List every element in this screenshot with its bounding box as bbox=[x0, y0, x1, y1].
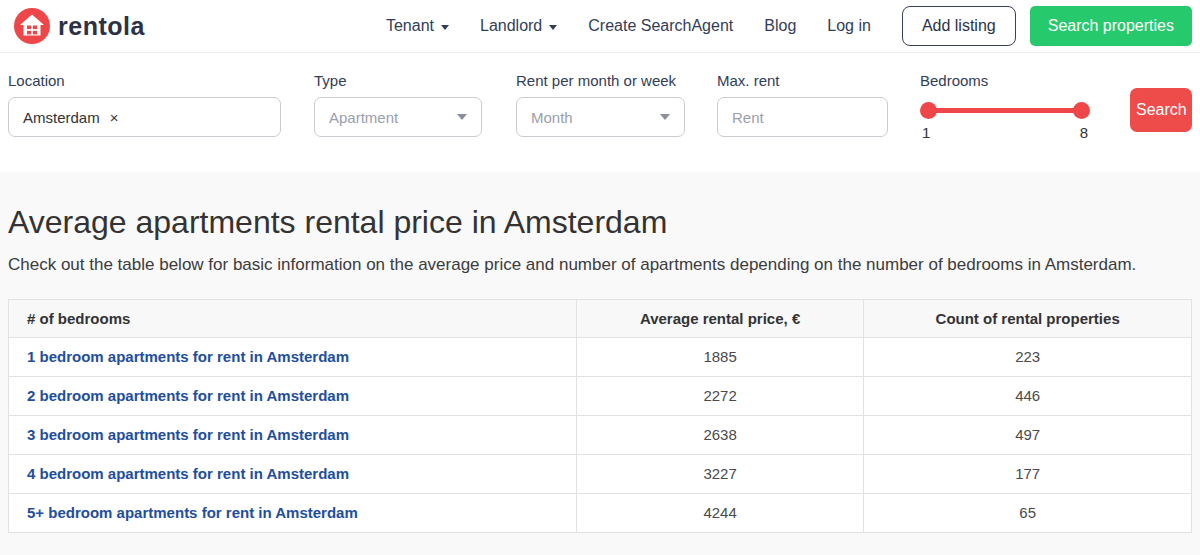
bedrooms-max-value: 8 bbox=[1080, 124, 1088, 141]
bedrooms-link-1[interactable]: 1 bedroom apartments for rent in Amsterd… bbox=[27, 348, 349, 365]
slider-handle-min[interactable] bbox=[920, 102, 937, 119]
filter-location: Location Amsterdam × bbox=[8, 73, 281, 137]
avg-price-value: 2638 bbox=[576, 415, 863, 454]
bedrooms-link-2[interactable]: 2 bedroom apartments for rent in Amsterd… bbox=[27, 387, 349, 404]
slider-track bbox=[922, 108, 1088, 113]
nav-item-landlord[interactable]: Landlord bbox=[480, 17, 557, 35]
avg-price-value: 2272 bbox=[576, 376, 863, 415]
location-value: Amsterdam bbox=[23, 109, 100, 126]
page-title: Average apartments rental price in Amste… bbox=[8, 204, 1192, 241]
bedrooms-range-slider[interactable] bbox=[920, 102, 1090, 119]
table-row: 4 bedroom apartments for rent in Amsterd… bbox=[9, 454, 1192, 493]
nav-item-tenant[interactable]: Tenant bbox=[386, 17, 449, 35]
main-nav: Tenant Landlord Create SearchAgent Blog … bbox=[386, 6, 1192, 46]
nav-item-blog[interactable]: Blog bbox=[764, 17, 796, 35]
top-navbar: rentola Tenant Landlord Create SearchAge… bbox=[0, 0, 1200, 53]
bedrooms-link-5plus[interactable]: 5+ bedroom apartments for rent in Amster… bbox=[27, 504, 358, 521]
slider-labels: 1 8 bbox=[920, 124, 1090, 141]
nav-item-label: Blog bbox=[764, 17, 796, 35]
header-avg-price: Average rental price, € bbox=[576, 299, 863, 337]
table-row: 2 bedroom apartments for rent in Amsterd… bbox=[9, 376, 1192, 415]
page: rentola Tenant Landlord Create SearchAge… bbox=[0, 0, 1200, 555]
rent-period-value: Month bbox=[531, 109, 573, 126]
table-header-row: # of bedrooms Average rental price, € Co… bbox=[9, 299, 1192, 337]
nav-item-login[interactable]: Log in bbox=[827, 17, 871, 35]
bedrooms-link-3[interactable]: 3 bedroom apartments for rent in Amsterd… bbox=[27, 426, 349, 443]
chevron-down-icon bbox=[457, 114, 467, 120]
logo[interactable]: rentola bbox=[14, 8, 145, 44]
slider-handle-max[interactable] bbox=[1073, 102, 1090, 119]
type-value: Apartment bbox=[329, 109, 398, 126]
count-value: 497 bbox=[864, 415, 1192, 454]
avg-price-value: 4244 bbox=[576, 493, 863, 532]
nav-item-create-searchagent[interactable]: Create SearchAgent bbox=[588, 17, 733, 35]
table-row: 1 bedroom apartments for rent in Amsterd… bbox=[9, 337, 1192, 376]
location-label: Location bbox=[8, 73, 281, 88]
max-rent-label: Max. rent bbox=[717, 73, 888, 88]
remove-location-icon[interactable]: × bbox=[110, 109, 119, 126]
table-row: 3 bedroom apartments for rent in Amsterd… bbox=[9, 415, 1192, 454]
max-rent-input[interactable] bbox=[717, 97, 888, 137]
avg-price-value: 3227 bbox=[576, 454, 863, 493]
header-count: Count of rental properties bbox=[864, 299, 1192, 337]
rentola-house-icon bbox=[14, 8, 50, 44]
filter-bedrooms: Bedrooms 1 8 bbox=[920, 73, 1090, 141]
chevron-down-icon bbox=[660, 114, 670, 120]
logo-text: rentola bbox=[58, 12, 145, 41]
main-content: Average apartments rental price in Amste… bbox=[0, 172, 1200, 555]
count-value: 65 bbox=[864, 493, 1192, 532]
header-bedrooms: # of bedrooms bbox=[9, 299, 577, 337]
nav-item-label: Tenant bbox=[386, 17, 434, 35]
count-value: 177 bbox=[864, 454, 1192, 493]
filter-bar: Location Amsterdam × Type Apartment Rent… bbox=[0, 53, 1200, 172]
bedrooms-label: Bedrooms bbox=[920, 73, 1090, 88]
chevron-down-icon bbox=[441, 25, 449, 30]
bedrooms-link-4[interactable]: 4 bedroom apartments for rent in Amsterd… bbox=[27, 465, 349, 482]
rental-stats-table: # of bedrooms Average rental price, € Co… bbox=[8, 299, 1192, 533]
nav-item-label: Log in bbox=[827, 17, 871, 35]
chevron-down-icon bbox=[549, 25, 557, 30]
location-input[interactable]: Amsterdam × bbox=[8, 97, 281, 137]
table-row: 5+ bedroom apartments for rent in Amster… bbox=[9, 493, 1192, 532]
nav-item-label: Landlord bbox=[480, 17, 542, 35]
count-value: 446 bbox=[864, 376, 1192, 415]
filter-type: Type Apartment bbox=[314, 73, 482, 137]
add-listing-button[interactable]: Add listing bbox=[902, 6, 1016, 46]
count-value: 223 bbox=[864, 337, 1192, 376]
search-properties-button[interactable]: Search properties bbox=[1030, 6, 1192, 46]
type-select[interactable]: Apartment bbox=[314, 97, 482, 137]
avg-price-value: 1885 bbox=[576, 337, 863, 376]
filter-max-rent: Max. rent bbox=[717, 73, 888, 137]
nav-item-label: Create SearchAgent bbox=[588, 17, 733, 35]
type-label: Type bbox=[314, 73, 482, 88]
search-button[interactable]: Search bbox=[1130, 88, 1192, 132]
rent-period-label: Rent per month or week bbox=[516, 73, 685, 88]
rent-period-select[interactable]: Month bbox=[516, 97, 685, 137]
bedrooms-min-value: 1 bbox=[922, 124, 930, 141]
page-subtitle: Check out the table below for basic info… bbox=[8, 255, 1192, 275]
filter-rent-period: Rent per month or week Month bbox=[516, 73, 685, 137]
